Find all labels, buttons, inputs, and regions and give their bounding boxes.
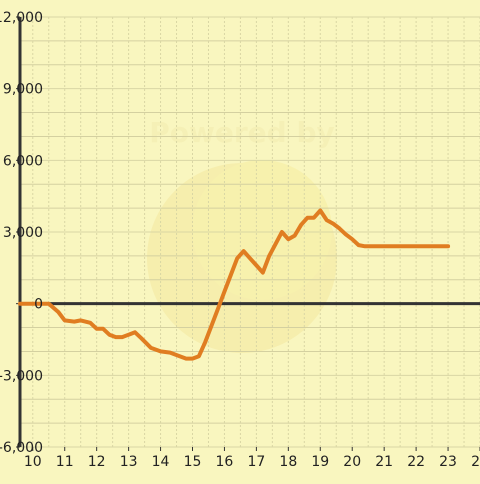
x-tick-label: 18 bbox=[279, 454, 297, 470]
x-tick-label: 15 bbox=[184, 454, 202, 470]
x-tick-label: 11 bbox=[56, 454, 74, 470]
x-tick-label: 10 bbox=[24, 454, 42, 470]
x-tick-label: 23 bbox=[439, 454, 457, 470]
y-tick-label: 9,000 bbox=[3, 82, 43, 98]
x-tick-label: 20 bbox=[343, 454, 361, 470]
y-tick-label: 12,000 bbox=[0, 10, 43, 26]
y-tick-label: -3,000 bbox=[0, 368, 43, 384]
x-tick-label: 14 bbox=[152, 454, 170, 470]
x-tick-label: 17 bbox=[247, 454, 265, 470]
watermark-text: Powered by bbox=[149, 116, 335, 149]
y-tick-label: 6,000 bbox=[3, 153, 43, 169]
x-tick-label: 13 bbox=[120, 454, 138, 470]
x-tick-label: 16 bbox=[216, 454, 234, 470]
x-tick-label: 24 bbox=[471, 454, 480, 470]
x-tick-label: 12 bbox=[88, 454, 106, 470]
grid bbox=[20, 17, 480, 447]
watermark-logo: Powered by bbox=[147, 116, 337, 353]
x-tick-label: 22 bbox=[407, 454, 425, 470]
x-tick-label: 21 bbox=[375, 454, 393, 470]
y-tick-label: 0 bbox=[34, 297, 43, 313]
y-tick-label: 3,000 bbox=[3, 225, 43, 241]
x-tick-label: 19 bbox=[311, 454, 329, 470]
